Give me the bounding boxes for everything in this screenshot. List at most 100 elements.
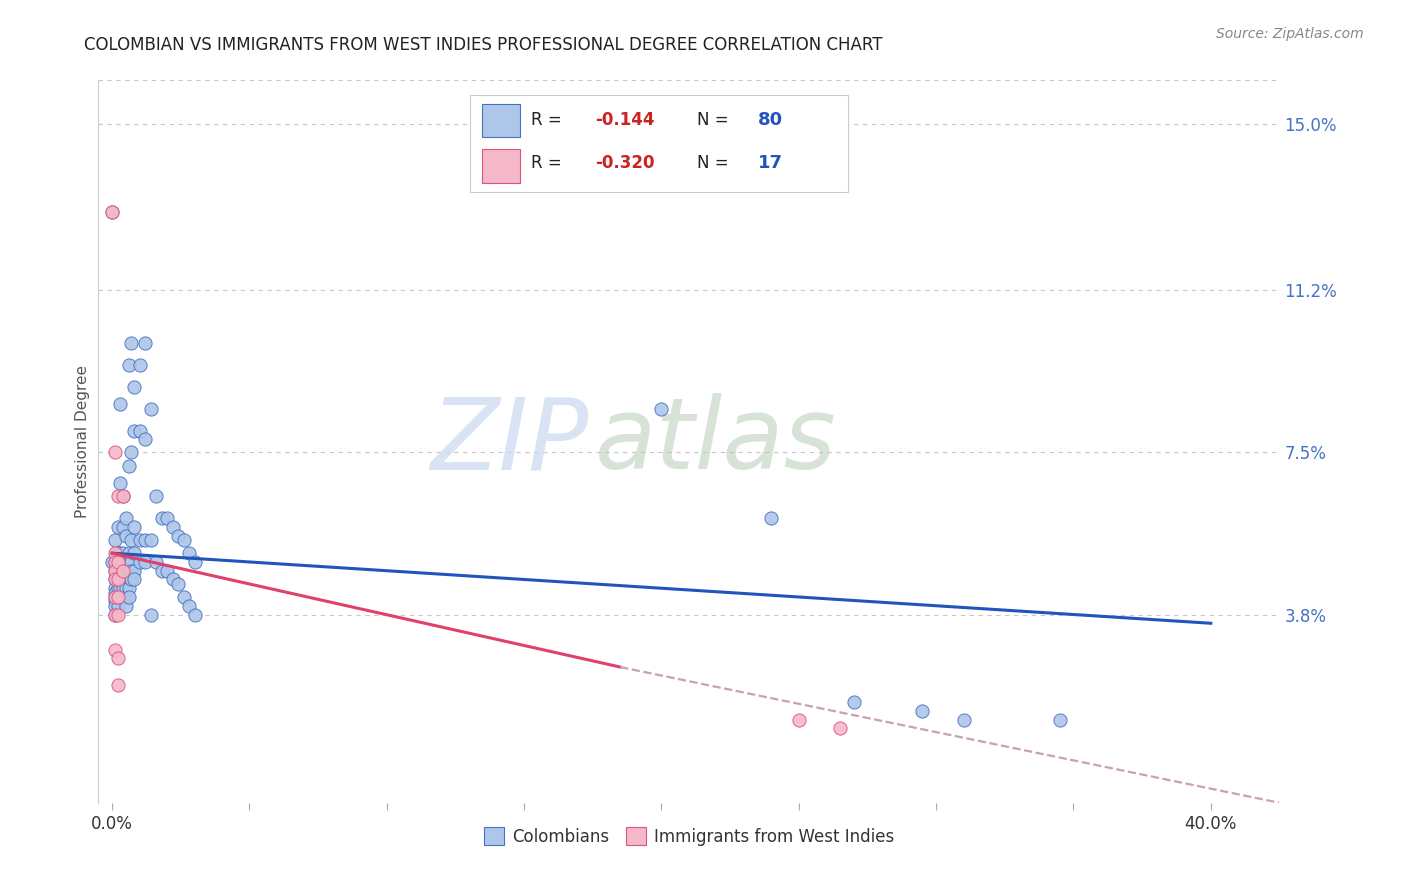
Point [150,564,173,578]
Point [107,555,129,569]
Point [120,573,142,587]
Point [110,476,132,491]
Point [110,564,132,578]
Point [911,704,934,718]
Point [112,489,135,503]
Point [107,564,129,578]
Point [122,546,145,560]
Point [107,555,129,569]
Point [107,520,129,534]
Point [110,581,132,595]
Point [110,590,132,604]
Point [117,546,139,560]
Point [104,564,127,578]
Point [122,424,145,438]
Point [145,489,167,503]
Point [134,555,156,569]
Point [112,564,135,578]
Point [120,336,142,351]
Point [110,555,132,569]
Text: Source: ZipAtlas.com: Source: ZipAtlas.com [1216,27,1364,41]
Point [112,555,135,569]
Point [104,546,127,560]
Point [104,590,127,604]
Point [101,555,124,569]
Point [139,533,162,547]
Point [761,511,783,525]
Point [650,401,672,416]
Point [107,581,129,595]
Y-axis label: Professional Degree: Professional Degree [75,365,90,518]
Point [110,546,132,560]
Point [167,577,190,591]
Text: atlas: atlas [595,393,837,490]
Point [104,445,127,459]
Point [120,533,142,547]
Point [115,529,138,543]
Point [104,607,127,622]
Point [117,573,139,587]
Text: ZIP: ZIP [430,393,589,490]
Point [122,520,145,534]
Point [107,590,129,604]
Point [115,564,138,578]
Point [112,590,135,604]
Point [107,677,129,691]
Point [167,529,190,543]
Point [139,607,162,622]
Point [112,546,135,560]
Point [107,489,129,503]
Point [107,573,129,587]
Point [177,599,200,613]
Point [183,555,205,569]
Point [115,573,138,587]
Point [107,573,129,587]
Point [122,573,145,587]
Point [110,573,132,587]
Point [104,581,127,595]
Point [1049,713,1071,727]
Point [117,581,139,595]
Point [828,722,851,736]
Point [104,607,127,622]
Point [107,590,129,604]
Point [173,590,195,604]
Point [107,599,129,613]
Point [145,555,167,569]
Point [787,713,810,727]
Point [104,555,127,569]
Point [117,358,139,372]
Point [104,585,127,599]
Point [120,564,142,578]
Point [112,564,135,578]
Point [115,599,138,613]
Point [104,533,127,547]
Point [952,713,974,727]
Point [117,458,139,473]
Point [107,546,129,560]
Point [177,546,200,560]
Point [115,511,138,525]
Point [150,511,173,525]
Point [134,533,156,547]
Point [120,555,142,569]
Point [128,555,150,569]
Legend: Colombians, Immigrants from West Indies: Colombians, Immigrants from West Indies [477,821,901,852]
Point [104,594,127,608]
Point [104,573,127,587]
Point [117,555,139,569]
Point [162,520,184,534]
Point [122,380,145,394]
Point [183,607,205,622]
Point [104,590,127,604]
Point [115,555,138,569]
Point [842,695,865,709]
Point [139,401,162,416]
Point [115,590,138,604]
Point [101,204,124,219]
Point [128,358,150,372]
Point [104,642,127,657]
Point [173,533,195,547]
Point [112,573,135,587]
Point [107,607,129,622]
